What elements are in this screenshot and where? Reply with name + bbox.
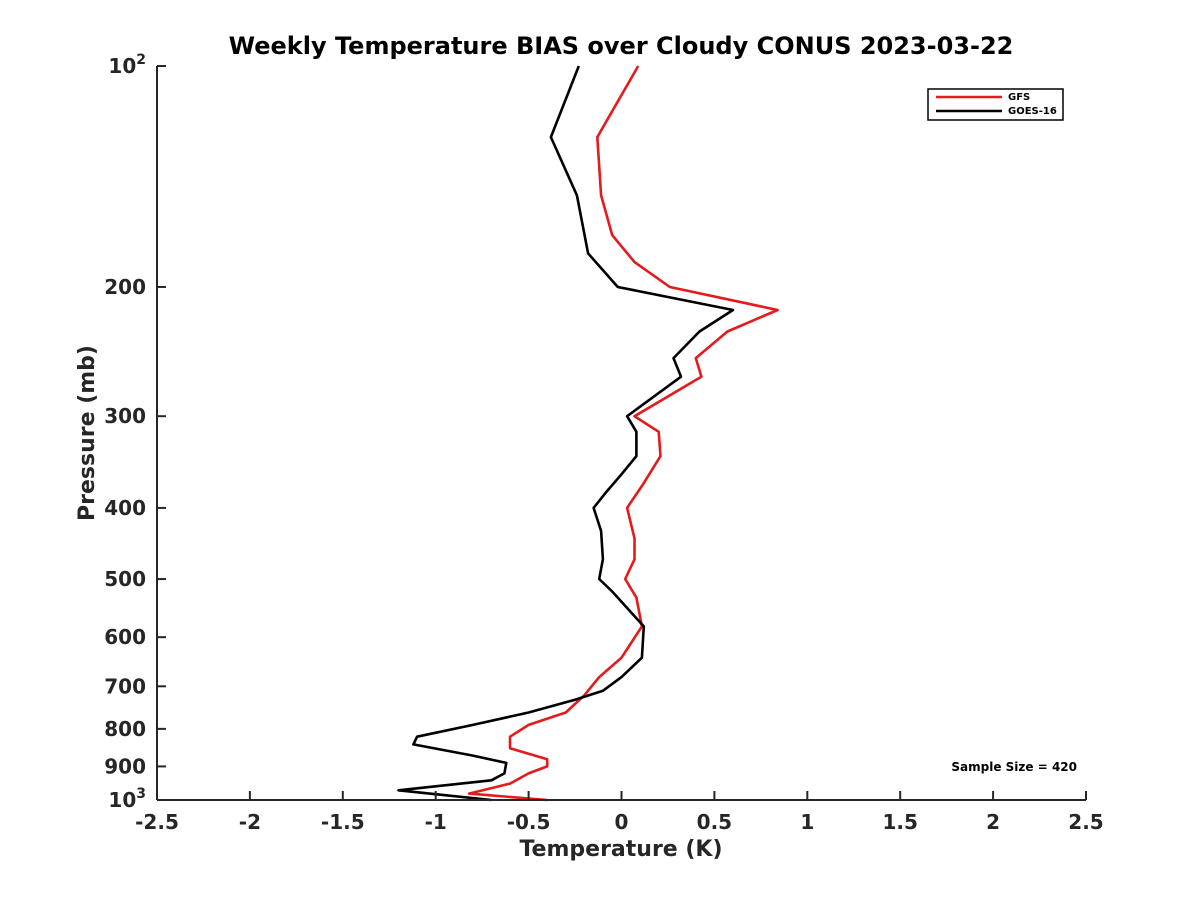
- x-tick-label: -0.5: [507, 810, 551, 834]
- y-ticks: 102 200 300 400 500 600 700 800 900 103: [104, 52, 166, 812]
- y-axis-label: Pressure (mb): [75, 345, 100, 521]
- y-tick-label: 102: [108, 52, 146, 78]
- y-tick-label: 500: [104, 567, 146, 591]
- y-tick-label: 200: [104, 275, 146, 299]
- y-tick-label: 300: [104, 404, 146, 428]
- series-line-goes16: [397, 65, 735, 802]
- x-tick-label: 1: [800, 810, 814, 834]
- y-tick-label: 900: [104, 754, 146, 778]
- sample-size-annotation: Sample Size = 420: [951, 760, 1077, 774]
- y-tick-label: 400: [104, 496, 146, 520]
- y-tick-label: 600: [104, 625, 146, 649]
- x-tick-label: 2.5: [1068, 810, 1103, 834]
- x-tick-label: -1.5: [321, 810, 365, 834]
- x-tick-label: 0.5: [697, 810, 732, 834]
- plot-lines: [397, 65, 779, 802]
- legend-box: [927, 88, 1064, 121]
- legend-label-gfs: GFS: [1008, 92, 1030, 103]
- legend-label-goes16: GOES-16: [1008, 106, 1057, 117]
- series-line-gfs: [467, 65, 779, 802]
- x-tick-label: -1: [425, 810, 447, 834]
- x-axis-label: Temperature (K): [519, 837, 722, 862]
- chart-title: Weekly Temperature BIAS over Cloudy CONU…: [229, 32, 1014, 60]
- x-tick-label: -2: [239, 810, 261, 834]
- x-tick-label: -2.5: [135, 810, 179, 834]
- legend: GFS GOES-16: [927, 88, 1064, 121]
- x-tick-label: 0: [615, 810, 629, 834]
- x-tick-label: 1.5: [882, 810, 917, 834]
- y-tick-label: 700: [104, 674, 146, 698]
- y-tick-label: 103: [108, 786, 146, 812]
- y-tick-label: 800: [104, 717, 146, 741]
- axes: -2.5 -2 -1.5 -1 -0.5 0 0.5 1 1.5 2 2.5 102 200 300 40…: [104, 52, 1103, 834]
- x-ticks: -2.5 -2 -1.5 -1 -0.5 0 0.5 1 1.5 2 2.5: [135, 791, 1104, 834]
- x-tick-label: 2: [986, 810, 1000, 834]
